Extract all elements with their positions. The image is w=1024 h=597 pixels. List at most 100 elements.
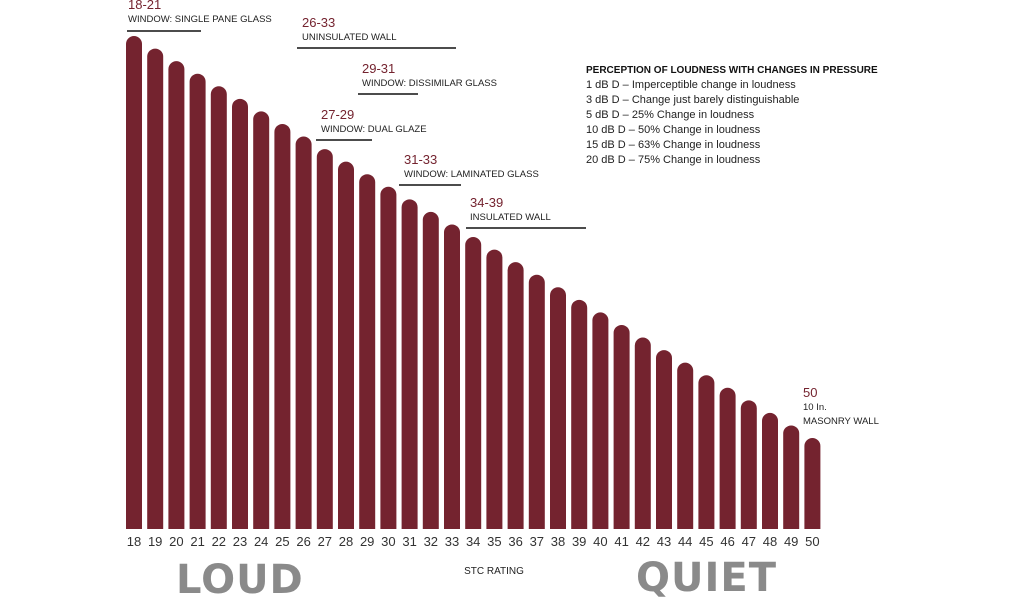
x-tick-label: 46 bbox=[720, 534, 734, 549]
x-tick-label: 45 bbox=[699, 534, 713, 549]
annotation-range: 27-29 bbox=[321, 107, 354, 122]
x-tick-label: 35 bbox=[487, 534, 501, 549]
legend-title: PERCEPTION OF LOUDNESS WITH CHANGES IN P… bbox=[586, 65, 878, 76]
bar-stc-44 bbox=[677, 362, 694, 529]
x-tick-label: 48 bbox=[763, 534, 777, 549]
bar-stc-37 bbox=[528, 274, 545, 529]
bar-stc-21 bbox=[189, 73, 206, 529]
annotation: 27-29 WINDOW: DUAL GLAZE bbox=[316, 107, 427, 141]
bar-stc-23 bbox=[232, 98, 248, 529]
x-tick-label: 43 bbox=[657, 534, 671, 549]
x-tick-label: 49 bbox=[784, 534, 798, 549]
annotation-label: 10 In. bbox=[803, 402, 827, 413]
quiet-label: QUIET bbox=[636, 555, 777, 597]
bar-stc-29 bbox=[359, 174, 376, 529]
bar-stc-47 bbox=[740, 400, 757, 529]
annotation-label: UNINSULATED WALL bbox=[302, 32, 397, 43]
legend-line: 10 dB D – 50% Change in loudness bbox=[586, 124, 761, 136]
annotation-range: 31-33 bbox=[404, 152, 437, 167]
bar-stc-20 bbox=[168, 61, 185, 529]
x-tick-label: 21 bbox=[190, 534, 204, 549]
bars-group bbox=[126, 36, 821, 529]
bar-stc-46 bbox=[719, 387, 736, 529]
annotation: 50 10 In. MASONRY WALL bbox=[803, 385, 879, 427]
x-tick-label: 20 bbox=[169, 534, 183, 549]
annotation-label: INSULATED WALL bbox=[470, 212, 551, 223]
annotation-range: 34-39 bbox=[470, 195, 503, 210]
x-tick-label: 40 bbox=[593, 534, 607, 549]
bar-stc-33 bbox=[444, 224, 460, 529]
x-tick-label: 23 bbox=[233, 534, 247, 549]
x-tick-label: 26 bbox=[296, 534, 310, 549]
annotations-group: 18-21 WINDOW: SINGLE PANE GLASS 26-33 UNINS… bbox=[127, 0, 879, 427]
bar-stc-38 bbox=[550, 287, 566, 529]
bar-stc-28 bbox=[338, 161, 354, 529]
x-tick-label: 18 bbox=[127, 534, 141, 549]
legend-line: 20 dB D – 75% Change in loudness bbox=[586, 154, 761, 166]
x-tick-label: 31 bbox=[402, 534, 416, 549]
legend-line: 1 dB D – Imperceptible change in loudnes… bbox=[586, 79, 796, 91]
annotation: 26-33 UNINSULATED WALL bbox=[297, 15, 456, 49]
annotation: 18-21 WINDOW: SINGLE PANE GLASS bbox=[127, 0, 272, 32]
x-tick-label: 37 bbox=[530, 534, 544, 549]
bar-stc-36 bbox=[507, 262, 524, 529]
bar-stc-35 bbox=[486, 249, 503, 529]
legend-line: 5 dB D – 25% Change in loudness bbox=[586, 109, 755, 121]
x-tick-label: 24 bbox=[254, 534, 268, 549]
x-tick-label: 33 bbox=[445, 534, 459, 549]
bar-stc-49 bbox=[783, 425, 800, 529]
annotation: 34-39 INSULATED WALL bbox=[466, 195, 586, 229]
annotation-label: WINDOW: DUAL GLAZE bbox=[321, 124, 427, 135]
annotation-label: WINDOW: DISSIMILAR GLASS bbox=[362, 78, 497, 89]
annotation-range: 50 bbox=[803, 385, 817, 400]
x-tick-label: 47 bbox=[742, 534, 756, 549]
x-tick-label: 39 bbox=[572, 534, 586, 549]
bar-stc-26 bbox=[295, 136, 312, 529]
bar-stc-42 bbox=[634, 337, 651, 529]
bar-stc-50 bbox=[804, 438, 821, 529]
bar-stc-32 bbox=[422, 211, 439, 529]
bar-stc-24 bbox=[253, 111, 270, 529]
annotation-label: MASONRY WALL bbox=[803, 416, 879, 427]
x-tick-label: 25 bbox=[275, 534, 289, 549]
x-tick-label: 19 bbox=[148, 534, 162, 549]
x-tick-label: 41 bbox=[614, 534, 628, 549]
legend-line: 3 dB D – Change just barely distinguisha… bbox=[586, 94, 799, 106]
bar-stc-45 bbox=[698, 375, 715, 529]
x-tick-label: 32 bbox=[424, 534, 438, 549]
annotation: 31-33 WINDOW: LAMINATED GLASS bbox=[399, 152, 539, 186]
x-axis-label: STC RATING bbox=[464, 566, 524, 577]
annotation-label: WINDOW: SINGLE PANE GLASS bbox=[128, 14, 272, 25]
bar-stc-27 bbox=[316, 149, 333, 529]
x-tick-label: 27 bbox=[318, 534, 332, 549]
x-tick-label: 42 bbox=[636, 534, 650, 549]
x-tick-label: 50 bbox=[805, 534, 819, 549]
annotation-range: 18-21 bbox=[128, 0, 161, 12]
x-tick-label: 29 bbox=[360, 534, 374, 549]
annotation-range: 29-31 bbox=[362, 61, 395, 76]
annotation: 29-31 WINDOW: DISSIMILAR GLASS bbox=[358, 61, 497, 95]
bar-stc-39 bbox=[571, 299, 588, 529]
x-tick-label: 30 bbox=[381, 534, 395, 549]
bar-stc-40 bbox=[592, 312, 609, 529]
x-tick-label: 44 bbox=[678, 534, 692, 549]
bar-stc-19 bbox=[147, 48, 164, 529]
bar-stc-43 bbox=[656, 350, 672, 529]
bar-stc-31 bbox=[401, 199, 418, 529]
x-tick-label: 38 bbox=[551, 534, 565, 549]
x-tick-label: 36 bbox=[508, 534, 522, 549]
bar-stc-30 bbox=[380, 186, 397, 529]
legend: PERCEPTION OF LOUDNESS WITH CHANGES IN P… bbox=[586, 65, 878, 166]
bar-stc-22 bbox=[210, 86, 227, 529]
bar-stc-18 bbox=[126, 36, 142, 529]
bar-stc-25 bbox=[274, 123, 291, 529]
bar-stc-41 bbox=[613, 324, 630, 529]
legend-line: 15 dB D – 63% Change in loudness bbox=[586, 139, 761, 151]
loud-label: LOUD bbox=[176, 557, 304, 597]
annotation-range: 26-33 bbox=[302, 15, 335, 30]
bar-stc-34 bbox=[465, 237, 482, 529]
annotation-label: WINDOW: LAMINATED GLASS bbox=[404, 169, 539, 180]
x-tick-label: 22 bbox=[212, 534, 226, 549]
x-tick-label: 28 bbox=[339, 534, 353, 549]
